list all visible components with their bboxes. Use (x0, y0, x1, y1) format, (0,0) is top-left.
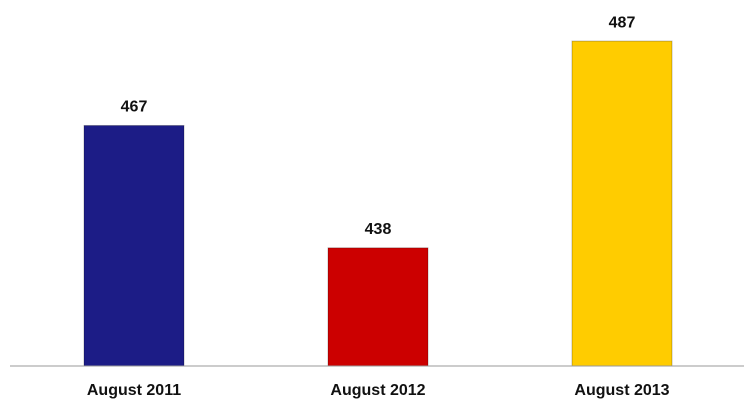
bar (83, 124, 185, 367)
value-label: 467 (121, 99, 148, 116)
value-label: 438 (365, 221, 392, 238)
value-label: 487 (609, 14, 636, 31)
x-tick-label: August 2012 (330, 382, 425, 399)
x-tick-label: August 2011 (87, 382, 181, 399)
bar (571, 40, 673, 367)
bar (327, 247, 429, 367)
x-tick-label: August 2013 (574, 382, 669, 399)
